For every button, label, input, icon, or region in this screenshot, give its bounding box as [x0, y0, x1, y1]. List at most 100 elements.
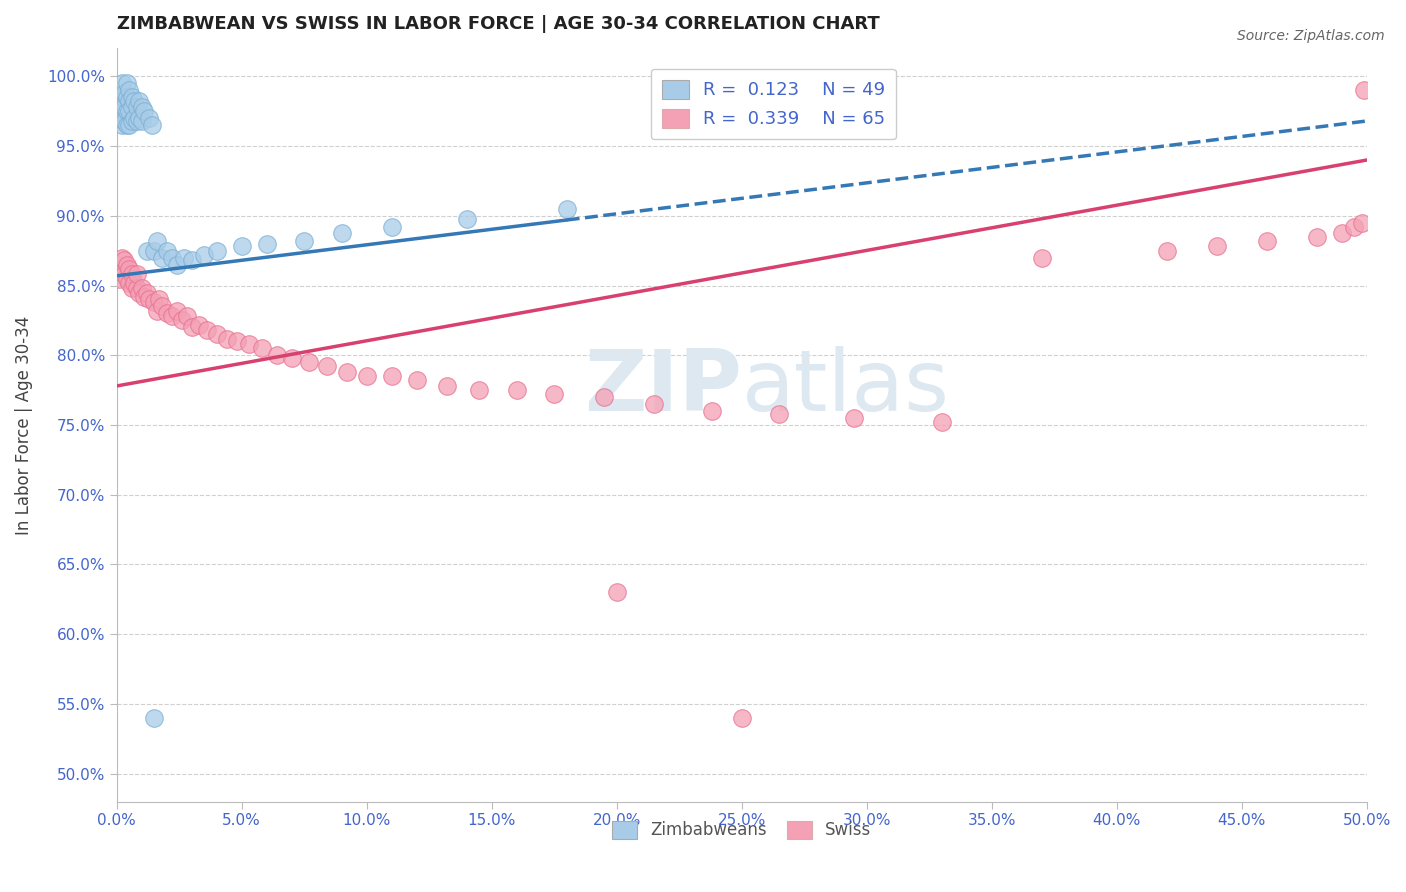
Point: [238, 337, 260, 351]
Text: Source: ZipAtlas.com: Source: ZipAtlas.com: [1237, 29, 1385, 43]
Point: [1156, 244, 1178, 258]
Point: [298, 355, 321, 369]
Point: [160, 310, 183, 324]
Point: [111, 261, 134, 276]
Y-axis label: In Labor Force | Age 30-34: In Labor Force | Age 30-34: [15, 316, 32, 534]
Point: [134, 290, 156, 304]
Point: [121, 268, 143, 282]
Point: [1330, 226, 1353, 240]
Point: [118, 261, 141, 276]
Point: [112, 253, 135, 268]
Point: [121, 114, 143, 128]
Point: [1353, 83, 1375, 97]
Point: [150, 300, 173, 314]
Point: [292, 234, 315, 248]
Point: [543, 387, 565, 401]
Point: [122, 95, 145, 109]
Point: [1031, 251, 1053, 265]
Point: [456, 211, 478, 226]
Point: [111, 76, 134, 90]
Point: [112, 100, 135, 114]
Text: atlas: atlas: [742, 346, 950, 429]
Point: [225, 334, 247, 349]
Point: [1256, 234, 1278, 248]
Point: [381, 369, 404, 384]
Point: [180, 320, 202, 334]
Point: [128, 285, 150, 300]
Point: [593, 390, 616, 404]
Point: [156, 306, 179, 320]
Point: [115, 118, 138, 132]
Point: [173, 251, 195, 265]
Point: [135, 285, 157, 300]
Point: [112, 86, 135, 100]
Point: [122, 111, 145, 125]
Point: [1343, 219, 1365, 234]
Point: [381, 219, 404, 234]
Point: [108, 111, 131, 125]
Legend: Zimbabweans, Swiss: Zimbabweans, Swiss: [606, 814, 879, 846]
Point: [250, 341, 273, 355]
Point: [122, 276, 145, 290]
Point: [118, 118, 141, 132]
Point: [266, 348, 288, 362]
Point: [160, 251, 183, 265]
Point: [336, 365, 359, 379]
Point: [143, 295, 166, 310]
Text: ZIMBABWEAN VS SWISS IN LABOR FORCE | AGE 30-34 CORRELATION CHART: ZIMBABWEAN VS SWISS IN LABOR FORCE | AGE…: [117, 15, 879, 33]
Point: [768, 407, 790, 421]
Point: [436, 379, 458, 393]
Point: [115, 271, 138, 285]
Point: [170, 313, 193, 327]
Point: [731, 711, 754, 725]
Point: [166, 303, 188, 318]
Point: [145, 234, 167, 248]
Point: [125, 281, 148, 295]
Point: [138, 111, 160, 125]
Point: [118, 95, 141, 109]
Point: [195, 323, 218, 337]
Point: [134, 104, 156, 119]
Point: [1351, 216, 1374, 230]
Point: [1306, 229, 1329, 244]
Point: [118, 104, 141, 119]
Point: [405, 373, 427, 387]
Point: [145, 303, 167, 318]
Point: [256, 236, 278, 251]
Point: [166, 258, 188, 272]
Point: [231, 239, 253, 253]
Point: [111, 90, 134, 104]
Point: [215, 332, 238, 346]
Point: [188, 318, 211, 332]
Point: [115, 104, 138, 119]
Text: ZIP: ZIP: [583, 346, 742, 429]
Point: [180, 253, 202, 268]
Point: [205, 244, 228, 258]
Point: [330, 226, 353, 240]
Point: [125, 100, 148, 114]
Point: [115, 90, 138, 104]
Point: [108, 104, 131, 119]
Point: [118, 276, 141, 290]
Point: [115, 258, 138, 272]
Point: [150, 251, 173, 265]
Point: [143, 711, 166, 725]
Point: [143, 244, 166, 258]
Point: [700, 404, 723, 418]
Point: [131, 100, 153, 114]
Point: [112, 268, 135, 282]
Point: [111, 118, 134, 132]
Point: [1205, 239, 1227, 253]
Point: [506, 383, 529, 397]
Point: [121, 100, 143, 114]
Point: [112, 114, 135, 128]
Point: [135, 244, 157, 258]
Point: [606, 585, 628, 599]
Point: [115, 76, 138, 90]
Point: [121, 90, 143, 104]
Point: [121, 281, 143, 295]
Point: [844, 411, 866, 425]
Point: [931, 415, 953, 429]
Point: [128, 111, 150, 125]
Point: [356, 369, 378, 384]
